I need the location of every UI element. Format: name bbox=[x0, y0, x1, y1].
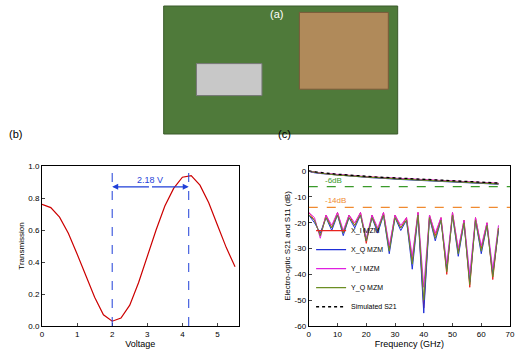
svg-text:X_I MZM: X_I MZM bbox=[351, 227, 380, 235]
svg-text:Simulated S21: Simulated S21 bbox=[351, 303, 397, 310]
svg-text:20: 20 bbox=[362, 330, 371, 339]
svg-text:0.4: 0.4 bbox=[28, 258, 40, 267]
svg-text:5: 5 bbox=[215, 330, 220, 339]
svg-text:4: 4 bbox=[180, 330, 185, 339]
svg-text:1: 1 bbox=[75, 330, 80, 339]
svg-text:3: 3 bbox=[145, 330, 150, 339]
svg-text:0.2: 0.2 bbox=[28, 290, 40, 299]
svg-text:-30: -30 bbox=[295, 244, 307, 253]
svg-text:Frequency (GHz): Frequency (GHz) bbox=[375, 339, 444, 349]
svg-text:Y_I MZM: Y_I MZM bbox=[351, 265, 380, 273]
svg-text:-50: -50 bbox=[295, 296, 307, 305]
svg-text:0: 0 bbox=[40, 330, 45, 339]
svg-text:1.0: 1.0 bbox=[28, 162, 40, 171]
svg-text:60: 60 bbox=[477, 330, 486, 339]
svg-text:-20: -20 bbox=[295, 219, 307, 228]
svg-text:0.6: 0.6 bbox=[28, 226, 40, 235]
svg-text:-14dB: -14dB bbox=[325, 196, 346, 205]
svg-text:Voltage: Voltage bbox=[125, 339, 155, 349]
svg-text:70: 70 bbox=[506, 330, 515, 339]
svg-text:2: 2 bbox=[110, 330, 115, 339]
svg-text:10: 10 bbox=[333, 330, 342, 339]
svg-text:2.18 V: 2.18 V bbox=[137, 175, 163, 185]
svg-text:0: 0 bbox=[302, 167, 307, 176]
svg-text:Electro-optic S21 and S11 (dB): Electro-optic S21 and S11 (dB) bbox=[283, 191, 292, 301]
svg-text:-40: -40 bbox=[295, 270, 307, 279]
svg-text:(b): (b) bbox=[9, 128, 22, 140]
svg-text:50: 50 bbox=[448, 330, 457, 339]
svg-text:40: 40 bbox=[419, 330, 428, 339]
svg-text:-10: -10 bbox=[295, 193, 307, 202]
svg-text:(c): (c) bbox=[278, 128, 291, 140]
svg-text:(a): (a) bbox=[270, 8, 283, 20]
svg-text:0: 0 bbox=[307, 330, 312, 339]
svg-text:0.0: 0.0 bbox=[28, 322, 40, 331]
svg-text:Y_Q MZM: Y_Q MZM bbox=[351, 284, 383, 292]
svg-text:30: 30 bbox=[391, 330, 400, 339]
svg-text:-6dB: -6dB bbox=[325, 176, 342, 185]
svg-text:0.8: 0.8 bbox=[28, 194, 40, 203]
svg-text:-60: -60 bbox=[295, 322, 307, 331]
svg-text:X_Q MZM: X_Q MZM bbox=[351, 246, 383, 254]
svg-text:Transmission: Transmission bbox=[17, 222, 26, 269]
